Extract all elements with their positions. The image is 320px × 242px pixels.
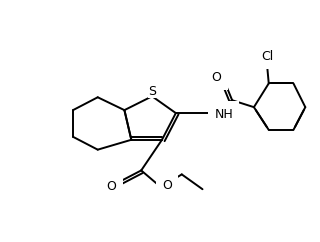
Text: S: S (148, 85, 156, 98)
Text: O: O (107, 180, 116, 193)
Text: NH: NH (214, 108, 233, 121)
Text: O: O (162, 179, 172, 192)
Text: O: O (212, 71, 221, 84)
Text: Cl: Cl (262, 50, 274, 63)
